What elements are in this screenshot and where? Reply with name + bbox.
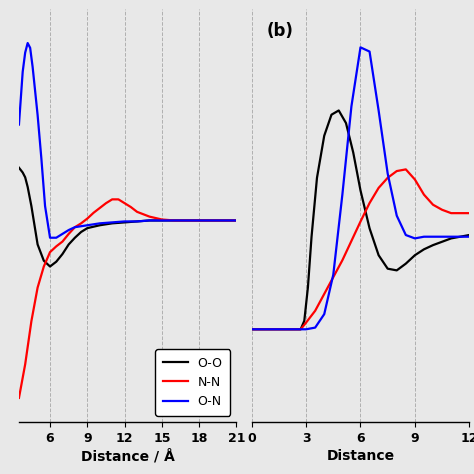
Text: (b): (b) [267,22,294,40]
X-axis label: Distance: Distance [327,449,394,463]
X-axis label: Distance / Å: Distance / Å [81,449,174,463]
Legend: O-O, N-N, O-N: O-O, N-N, O-N [155,349,230,416]
